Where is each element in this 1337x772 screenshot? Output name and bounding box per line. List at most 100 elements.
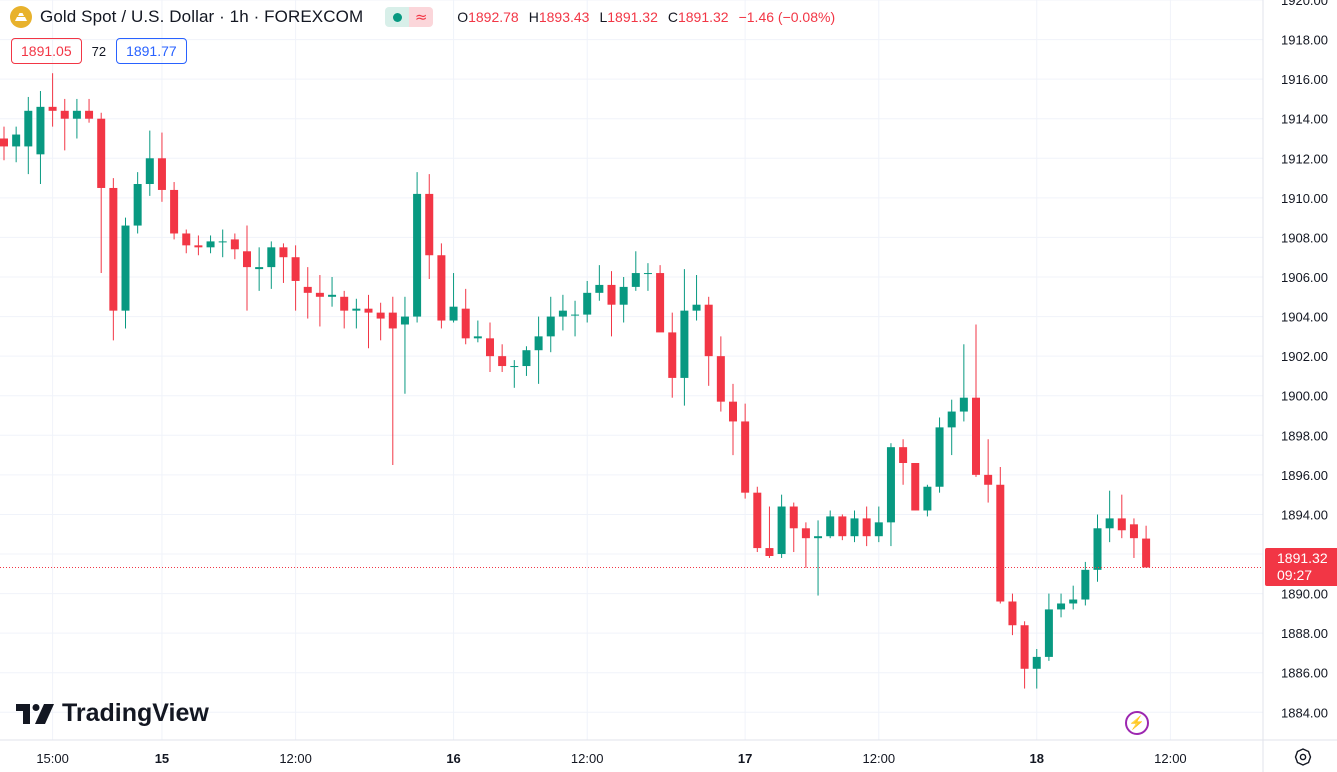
candle-body bbox=[1081, 569, 1090, 600]
candle-body bbox=[801, 528, 810, 539]
gold-symbol-icon[interactable] bbox=[10, 6, 32, 28]
x-tick-label: 18 bbox=[1030, 751, 1044, 766]
candle bbox=[692, 275, 701, 321]
candle bbox=[376, 302, 385, 341]
candle-body bbox=[984, 474, 993, 485]
market-open-icon[interactable] bbox=[385, 7, 410, 27]
candle-body bbox=[461, 308, 470, 339]
candle bbox=[194, 235, 203, 256]
candle bbox=[157, 132, 166, 202]
candle-body bbox=[886, 447, 895, 523]
y-tick-label: 1900.00 bbox=[1281, 389, 1328, 404]
candle bbox=[1032, 648, 1041, 689]
buy-button[interactable]: 1891.77 bbox=[116, 38, 187, 64]
ohlc-legend: O1892.78 H1893.43 L1891.32 C1891.32 −1.4… bbox=[457, 9, 835, 25]
candle bbox=[935, 417, 944, 493]
candle-body bbox=[1142, 538, 1151, 568]
candle bbox=[522, 346, 531, 376]
candle-body bbox=[24, 110, 33, 147]
last-price-value: 1891.32 bbox=[1277, 550, 1328, 566]
market-status-pill[interactable]: ≈ bbox=[385, 7, 434, 27]
candle bbox=[826, 510, 835, 539]
candle-body bbox=[376, 312, 385, 319]
candle bbox=[267, 241, 276, 289]
candle bbox=[206, 235, 215, 254]
y-tick-label: 1916.00 bbox=[1281, 72, 1328, 87]
candle-body bbox=[1008, 601, 1017, 626]
candle bbox=[814, 520, 823, 596]
candle bbox=[947, 399, 956, 456]
candle-body bbox=[534, 336, 543, 351]
ohlc-high-label: H bbox=[528, 9, 539, 25]
candle bbox=[72, 98, 81, 139]
candle bbox=[328, 277, 337, 307]
candle bbox=[1142, 525, 1151, 568]
candle-body bbox=[340, 296, 349, 311]
candle-body bbox=[48, 106, 57, 111]
gear-icon[interactable] bbox=[1293, 747, 1313, 767]
candle-body bbox=[0, 138, 8, 147]
x-tick-label: 16 bbox=[446, 751, 460, 766]
candle bbox=[230, 233, 239, 260]
candle-body bbox=[959, 397, 968, 412]
candle-body bbox=[814, 536, 823, 539]
candle-body bbox=[972, 397, 980, 475]
candle bbox=[899, 439, 908, 485]
bar-countdown: 09:27 bbox=[1277, 567, 1313, 583]
candle-body bbox=[704, 304, 713, 357]
data-delay-icon[interactable]: ≈ bbox=[409, 7, 434, 27]
y-tick-label: 1920.00 bbox=[1281, 0, 1328, 8]
candle-body bbox=[315, 292, 324, 297]
candle bbox=[1020, 621, 1029, 689]
candle bbox=[437, 243, 446, 329]
ohlc-close-label: C bbox=[667, 9, 678, 25]
ohlc-high-value: 1893.43 bbox=[538, 9, 590, 25]
candle-body bbox=[680, 310, 689, 378]
candle-body bbox=[789, 506, 798, 529]
candle bbox=[546, 296, 555, 353]
candle-body bbox=[1020, 625, 1029, 669]
spread-value: 72 bbox=[91, 43, 107, 59]
candle-body bbox=[109, 187, 118, 311]
candle bbox=[643, 263, 652, 291]
candle-body bbox=[133, 184, 142, 226]
y-tick-label: 1904.00 bbox=[1281, 310, 1328, 325]
ohlc-open-label: O bbox=[457, 9, 469, 25]
candle-body bbox=[230, 239, 239, 250]
candle-body bbox=[85, 110, 94, 119]
candle-body bbox=[449, 306, 458, 321]
candle bbox=[886, 443, 895, 547]
x-tick-label: 15 bbox=[155, 751, 169, 766]
candle bbox=[571, 300, 580, 337]
y-tick-label: 1906.00 bbox=[1281, 270, 1328, 285]
candle-body bbox=[935, 427, 944, 487]
candle bbox=[413, 172, 422, 323]
candle bbox=[12, 126, 21, 163]
candle bbox=[364, 294, 373, 349]
candle-body bbox=[631, 273, 640, 287]
candle-body bbox=[145, 158, 154, 185]
candle bbox=[680, 269, 689, 406]
flash-icon[interactable]: ⚡ bbox=[1125, 711, 1149, 735]
candle bbox=[1069, 585, 1078, 610]
candle bbox=[668, 312, 677, 398]
y-tick-label: 1888.00 bbox=[1281, 626, 1328, 641]
candle bbox=[1008, 593, 1017, 636]
candle-body bbox=[741, 421, 750, 493]
x-tick-label: 12:00 bbox=[571, 751, 604, 766]
candle bbox=[619, 277, 628, 323]
sell-button[interactable]: 1891.05 bbox=[11, 38, 82, 64]
candle-body bbox=[510, 366, 519, 368]
x-tick-label: 12:00 bbox=[1154, 751, 1187, 766]
candle-body bbox=[923, 486, 932, 511]
candle-body bbox=[692, 304, 701, 311]
candle-body bbox=[291, 257, 300, 281]
tradingview-logo[interactable]: TradingView bbox=[16, 699, 209, 728]
symbol-title[interactable]: Gold Spot / U.S. Dollar · 1h · FOREXCOM bbox=[40, 7, 364, 26]
candle bbox=[911, 462, 920, 511]
candle bbox=[182, 229, 191, 254]
candle-body bbox=[303, 286, 312, 293]
candle bbox=[36, 91, 45, 185]
candle-body bbox=[947, 411, 956, 428]
